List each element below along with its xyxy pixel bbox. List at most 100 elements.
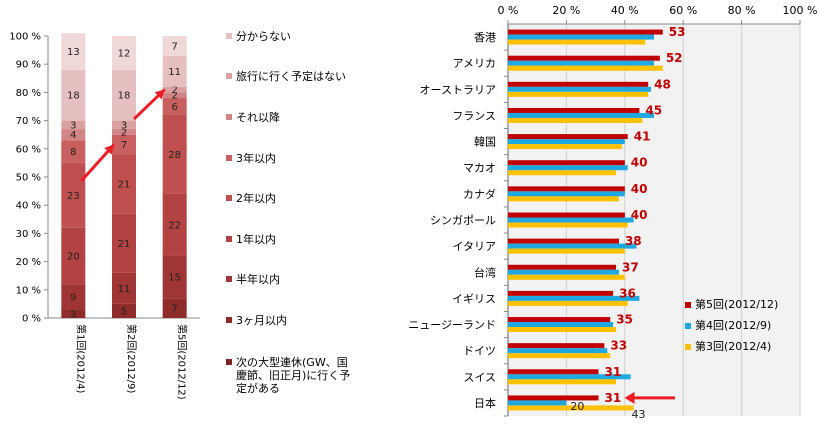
bar [508,60,654,66]
category-label: イタリア [452,240,496,253]
segment-label: 13 [67,47,80,58]
data-label: 33 [610,339,627,353]
stack-segment [61,140,86,163]
legend-label: 3年以内 [236,152,276,165]
legend-item: 第5回(2012/12) [685,298,825,316]
legend-swatch [685,302,691,308]
bar [508,400,567,406]
data-label: 31 [605,365,622,379]
stacked-bar-chart: 0 % 10 % 20 % 30 % 40 % 50 % 60 % 70 % 80 % 90 % 1… [9,32,200,400]
data-label: 31 [605,391,622,405]
bar [508,134,628,140]
bar [508,81,649,87]
category-label: シンガポール [430,214,496,227]
y-tick-label: 60 % [16,144,41,155]
stack-segment [112,120,136,130]
segment-label: 8 [70,147,76,158]
bar [508,248,625,254]
segment-label: 28 [168,150,181,161]
stack-segment [61,120,86,130]
bar [508,374,631,380]
stack-segment [112,129,136,135]
stack-segment [61,33,86,70]
segment-label: 7 [121,140,127,151]
segment-label: 18 [67,91,80,102]
legend-swatch [226,73,232,79]
y-tick-label: 80 % [16,88,41,99]
legend-swatch [226,195,232,201]
stack-segment [162,92,187,99]
legend-label: 旅行に行く予定はない [236,70,346,83]
bar [508,322,614,328]
bar [508,395,599,401]
segment-label: 3 [70,120,76,131]
segment-label: 3 [70,309,76,320]
bar [508,222,628,228]
data-label: 37 [622,260,639,274]
segment-label: 20 [67,251,80,262]
data-label: 38 [625,234,642,248]
stack-segment [162,114,187,194]
legend-swatch [226,359,232,365]
y-tick-label: 40 % [16,201,41,212]
bar [508,186,625,192]
data-label: 36 [619,286,636,300]
stack-segment [61,129,86,141]
stack-segment [112,36,136,70]
segment-label: 11 [118,284,131,295]
trend-arrow [80,143,116,182]
x-tick-label: 60 % [669,4,697,17]
legend-item: 第4回(2012/9) [685,319,825,337]
x-tick-label: 0 % [498,4,519,17]
x-tick-label: 100 % [783,4,818,17]
legend-label: それ以降 [236,111,280,124]
japan-arrow-head [624,391,635,404]
bar [508,269,619,275]
stack-segment [162,255,187,299]
legend-swatch [226,155,232,161]
legend-label: 3ヶ月以内 [236,314,287,327]
legend-label: 第4回(2012/9) [695,319,772,332]
legend-swatch [685,323,691,329]
bar [508,139,625,145]
data-label: 20 [570,400,584,413]
stack-segment [162,36,187,56]
legend-label: 半年以内 [236,273,280,286]
stack-segment [162,298,187,318]
legend-swatch [226,317,232,323]
category-label: 第5回(2012/12) [176,324,189,400]
bar [508,65,663,71]
bar [508,55,660,61]
bar [508,238,619,244]
y-tick-label: 70 % [16,116,41,127]
bar [508,191,625,197]
bar [508,196,619,202]
legend-item: 第3回(2012/4) [685,340,825,358]
segment-label: 11 [168,67,181,78]
bar [508,353,611,359]
bar [508,274,625,280]
segment-label: 3 [121,120,127,131]
legend-swatch [226,33,232,39]
category-label: 韓国 [474,136,496,149]
bar [508,217,634,223]
stack-segment [112,69,136,121]
stack-segment [162,193,187,256]
y-tick-label: 100 % [9,32,41,43]
stack-segment [112,213,136,273]
x-tick-label: 80 % [728,4,756,17]
bar [508,39,646,45]
data-label: 35 [616,313,633,327]
category-label: フランス [452,109,496,122]
stack-segment [61,309,86,318]
bar [508,317,611,323]
segment-label: 4 [70,130,76,141]
segment-label: 2 [171,91,177,102]
data-label: 52 [666,51,683,65]
category-label: スイス [463,371,496,384]
segment-label: 2 [121,127,127,138]
bar [508,107,640,113]
y-tick-label: 20 % [16,257,41,268]
stack-segment [61,227,86,285]
trend-arrow-head [104,144,114,155]
